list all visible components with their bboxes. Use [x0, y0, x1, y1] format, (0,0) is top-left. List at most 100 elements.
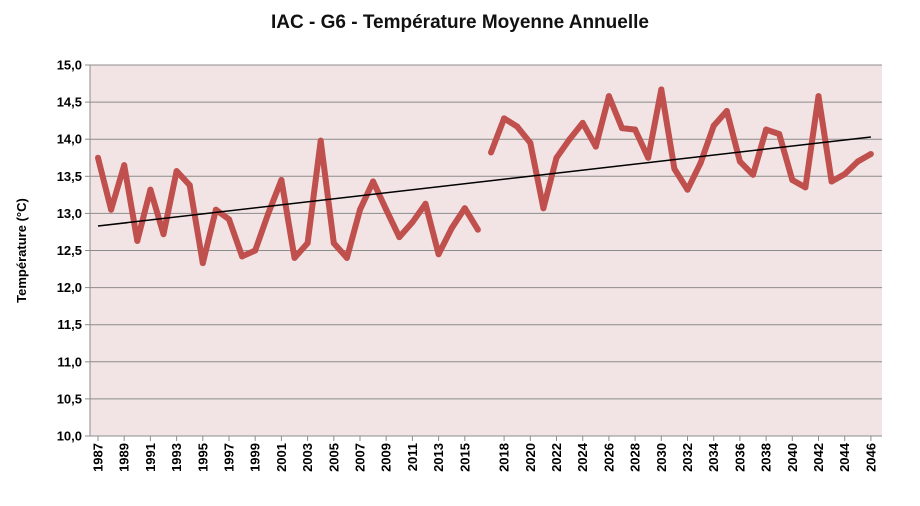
- data-point: [658, 86, 665, 93]
- x-tick-label: 2046: [863, 443, 878, 472]
- data-point: [199, 260, 206, 267]
- data-point: [121, 162, 128, 169]
- x-tick-label: 2028: [628, 443, 643, 472]
- data-point: [108, 206, 115, 213]
- data-point: [383, 206, 390, 213]
- data-point: [710, 122, 717, 129]
- x-tick-label: 1999: [248, 443, 263, 472]
- data-point: [619, 125, 625, 132]
- x-tick-label: 1993: [169, 443, 184, 472]
- y-tick-label: 13,0: [57, 206, 82, 221]
- x-tick-label: 2042: [811, 443, 826, 472]
- data-point: [815, 93, 822, 100]
- data-point: [409, 219, 416, 226]
- data-point: [291, 254, 298, 261]
- data-point: [488, 149, 494, 156]
- x-tick-label: 2030: [654, 443, 669, 472]
- x-tick-label: 2011: [405, 443, 420, 471]
- data-point: [579, 119, 586, 126]
- x-tick-label: 1989: [117, 443, 132, 472]
- x-tick-label: 2038: [759, 443, 774, 472]
- x-tick-label: 1991: [143, 443, 158, 472]
- data-point: [435, 251, 442, 258]
- data-point: [422, 200, 429, 207]
- x-tick-label: 2022: [549, 443, 564, 472]
- x-tick-label: 2005: [326, 443, 341, 472]
- data-point: [252, 247, 259, 254]
- trendline: [97, 136, 871, 227]
- series-line: [95, 137, 481, 267]
- y-tick-label: 12,0: [57, 280, 82, 295]
- data-point: [592, 143, 599, 150]
- data-point: [802, 184, 809, 191]
- y-tick-label: 13,5: [57, 169, 82, 184]
- data-point: [697, 159, 704, 166]
- data-point: [501, 115, 508, 122]
- data-point: [671, 165, 678, 172]
- data-point: [605, 93, 612, 100]
- data-point: [212, 206, 219, 213]
- data-point: [645, 154, 652, 161]
- series-line: [488, 86, 873, 212]
- x-tick-label: 2040: [785, 443, 800, 472]
- y-tick-label: 10,5: [57, 391, 82, 406]
- x-tick-label: 2032: [680, 443, 695, 472]
- x-tick-label: 1997: [222, 443, 237, 472]
- x-tick-label: 2024: [575, 442, 590, 472]
- chart-title: IAC - G6 - Température Moyenne Annuelle: [271, 12, 649, 33]
- data-point: [95, 154, 101, 161]
- data-point: [841, 171, 848, 178]
- x-tick-label: 2034: [706, 442, 721, 472]
- data-point: [134, 237, 141, 244]
- data-point: [763, 126, 770, 133]
- data-point: [474, 226, 481, 233]
- data-point: [527, 139, 534, 146]
- data-point: [265, 210, 272, 217]
- data-point: [147, 186, 154, 193]
- data-point: [330, 240, 337, 247]
- data-point: [239, 253, 246, 260]
- data-point: [789, 177, 796, 184]
- data-point: [448, 225, 455, 232]
- x-tick-label: 2015: [457, 443, 472, 472]
- data-point: [750, 171, 756, 178]
- x-tick-label: 2013: [431, 443, 446, 472]
- data-point: [173, 168, 180, 175]
- x-tick-label: 1987: [91, 443, 106, 472]
- x-tick-label: 2020: [523, 443, 538, 472]
- y-tick-label: 12,5: [57, 243, 82, 258]
- data-point: [370, 178, 377, 185]
- data-point: [396, 234, 403, 241]
- y-tick-label: 11,5: [57, 317, 82, 332]
- data-point: [514, 123, 521, 130]
- x-tick-label: 2044: [837, 442, 852, 472]
- x-tick-label: 1995: [195, 443, 210, 472]
- data-point: [854, 158, 861, 165]
- data-point: [632, 126, 639, 133]
- y-tick-label: 14,0: [57, 132, 82, 147]
- x-tick-label: 2018: [497, 443, 512, 472]
- y-tick-label: 15,0: [57, 58, 82, 73]
- x-tick-label: 2009: [379, 443, 394, 472]
- x-tick-label: 2007: [353, 443, 368, 472]
- data-point: [304, 240, 311, 247]
- x-tick-label: 2001: [274, 443, 289, 472]
- data-point: [278, 177, 285, 184]
- x-tick-label: 2003: [300, 443, 315, 472]
- data-point: [553, 154, 560, 161]
- data-point: [776, 131, 783, 138]
- y-tick-label: 14,5: [57, 95, 82, 110]
- x-tick-label: 2036: [732, 443, 747, 472]
- data-point: [723, 108, 730, 115]
- data-point: [357, 206, 363, 213]
- data-point: [186, 182, 193, 189]
- data-point: [461, 205, 468, 212]
- y-tick-label: 11,0: [57, 354, 82, 369]
- y-axis-title: Température (°C): [14, 198, 29, 303]
- data-point: [867, 151, 874, 158]
- data-point: [828, 178, 835, 185]
- data-point: [566, 136, 573, 143]
- data-point: [226, 216, 232, 223]
